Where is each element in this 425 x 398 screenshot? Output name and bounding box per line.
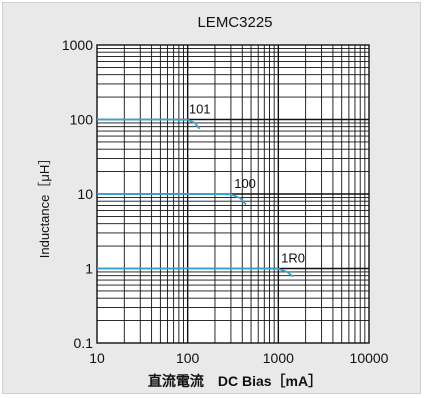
y-tick-label: 1 [85,261,93,277]
chart-frame: 10 100 1000 10000 1000 100 10 1 0.1 101 100 1R0 LEM… [2,2,421,394]
series-label-100: 100 [234,176,256,191]
x-axis-label: 直流電流 DC Bias［mA］ [148,373,322,389]
y-tick-label: 1000 [62,37,93,53]
x-tick-label: 1000 [263,350,294,366]
chart-title: LEMC3225 [197,14,272,31]
x-tick-label: 100 [176,350,200,366]
series-lines [97,118,294,278]
x-tick-label: 10 [89,350,105,366]
series-line-100 [97,193,247,206]
y-tick-label: 100 [70,112,94,128]
series-label-101: 101 [189,102,211,117]
y-tick-label: 10 [77,186,93,202]
series-label-1R0: 1R0 [281,251,305,266]
y-axis-label: Inductance［μH］ [37,152,52,258]
y-tick-label: 0.1 [74,335,94,351]
series-line-1R0 [97,267,294,278]
x-tick-label: 10000 [350,350,389,366]
series-line-101 [97,118,201,130]
